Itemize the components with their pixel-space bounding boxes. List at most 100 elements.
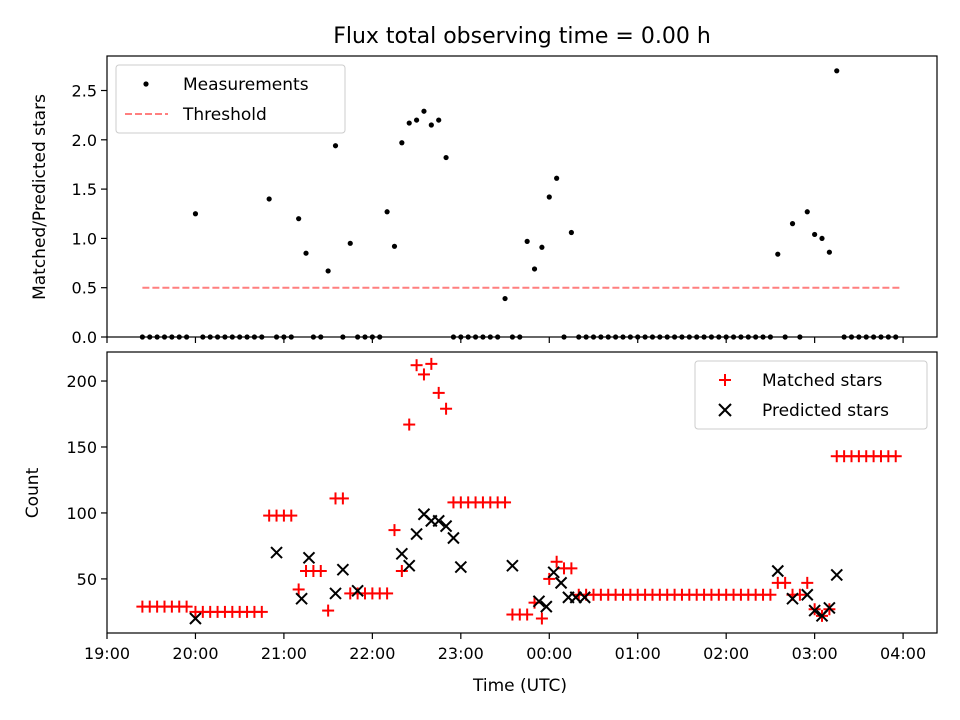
matched-point [779,576,792,589]
chart-title: Flux total observing time = 0.00 h [333,24,711,49]
xtick-label: 21:00 [261,644,307,663]
measurement-point [524,238,530,244]
predicted-point [336,563,350,576]
matched-point [521,608,534,621]
measurement-point [826,249,832,255]
predicted-point [410,527,423,541]
matched-point [388,524,401,537]
measurement-point [834,68,840,74]
measurement-point [303,250,309,256]
predicted-point [808,604,821,617]
predicted-point [823,601,836,615]
matched-point [322,604,335,617]
legend-threshold-label: Threshold [182,105,267,125]
predicted-point [830,568,843,582]
bottom-ylabel: Count [23,467,43,518]
predicted-point [569,591,583,604]
matched-point [543,572,556,585]
measurement-point [812,231,818,238]
measurement-point [413,117,420,123]
measurement-point [546,194,552,200]
measurement-point [406,120,412,126]
top-ytick-label: 2.5 [72,82,97,101]
legend-matched-label: Matched stars [762,371,882,391]
measurement-point [819,235,825,242]
measurement-point [568,229,574,236]
matched-point [336,492,349,505]
legend-predicted-marker [718,403,732,417]
measurement-point [296,216,302,222]
top-yticks-layer: 0.0 0.5 1.0 1.5 2.0 2.5 [72,82,107,347]
predicted-point [447,531,460,545]
legend-matched-marker [719,374,731,386]
measurement-point [428,122,434,128]
measurement-point [421,108,427,114]
measurement-point [332,143,339,149]
measurement-point [391,243,398,249]
bottom-ytick-label: 50 [77,570,97,589]
matched-point [499,496,512,509]
measurement-point [436,117,442,123]
measurement-point [502,295,508,302]
predicted-point [302,551,316,565]
matched-point [764,588,777,601]
matched-point [432,386,445,399]
top-ytick-label: 2.0 [72,131,97,150]
matched-point [550,555,563,568]
predicted-point [532,595,546,608]
matched-point [314,564,327,577]
predicted-point [578,591,591,604]
matched-point [417,368,430,381]
matched-point [801,576,814,589]
measurement-point [554,175,560,181]
matched-point [425,357,438,370]
measurement-point [384,209,390,215]
predicted-point [403,559,416,572]
predicted-point [395,547,409,561]
bottom-ytick-label: 150 [66,438,97,457]
predicted-point [351,584,364,597]
xtick-label: 03:00 [792,644,838,663]
top-ytick-label: 0.0 [72,328,97,347]
bottom-xticks-layer: 19:00 20:00 21:00 22:00 23:00 00:00 01:00 02:00… [84,633,926,663]
measurement-point [325,268,331,274]
predicted-point [771,564,784,578]
measurement-point [443,154,449,161]
measurement-point [775,251,781,257]
predicted-point [540,600,553,613]
predicted-point [801,588,814,601]
bottom-points-layer [136,357,902,625]
matched-point [410,359,423,372]
measurement-point [539,244,545,250]
xtick-label: 22:00 [349,644,395,663]
predicted-point [270,546,283,559]
matched-point [535,612,548,625]
measurement-point [789,221,796,227]
predicted-point [432,514,445,528]
x-axis-label: Time (UTC) [472,676,567,696]
xtick-label: 19:00 [84,644,130,663]
top-ylabel: Matched/Predicted stars [30,94,50,300]
bottom-legend-box [694,360,928,430]
predicted-point [295,592,308,605]
top-legend-box [115,64,346,134]
predicted-point [439,519,453,533]
matched-point [381,587,394,600]
legend-measurements-marker [143,81,149,87]
predicted-point [189,612,202,625]
bottom-legend: Matched stars Predicted stars [694,360,928,430]
legend-predicted-label: Predicted stars [762,401,889,421]
predicted-point [554,576,568,590]
bottom-axes-frame [106,351,938,634]
measurement-point [192,211,199,217]
predicted-point [329,587,342,600]
bottom-yticks-layer: 50 100 150 200 [66,372,107,589]
measurement-point [804,209,810,215]
matched-point [889,450,902,463]
matched-point [565,562,578,575]
top-ytick-label: 0.5 [72,279,97,298]
top-xticks-layer [106,337,904,343]
measurement-point [399,140,405,146]
measurement-point [531,266,538,272]
